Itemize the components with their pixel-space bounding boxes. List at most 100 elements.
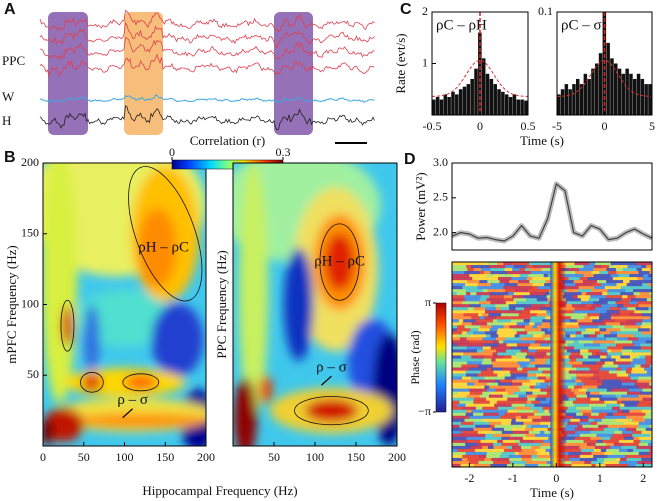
phase-texture bbox=[452, 439, 469, 444]
phase-texture bbox=[503, 325, 510, 329]
phase-texture bbox=[648, 451, 653, 456]
phase-texture bbox=[494, 286, 504, 290]
phase-texture bbox=[588, 298, 600, 302]
phase-texture bbox=[510, 277, 527, 281]
phase-texture bbox=[452, 397, 461, 401]
phase-texture bbox=[633, 289, 648, 293]
phase-texture bbox=[566, 349, 581, 353]
phase-texture bbox=[529, 268, 542, 272]
phase-texture bbox=[575, 283, 592, 287]
phase-texture bbox=[595, 322, 606, 326]
phase-texture bbox=[641, 409, 650, 414]
phase-texture bbox=[467, 280, 480, 284]
phase-texture bbox=[470, 328, 479, 332]
phase-texture bbox=[593, 454, 608, 459]
phase-texture bbox=[541, 415, 558, 420]
phase-texture bbox=[492, 352, 498, 356]
phase-texture bbox=[545, 397, 554, 401]
phase-texture bbox=[624, 271, 639, 275]
phase-texture bbox=[496, 337, 506, 341]
phase-texture bbox=[537, 325, 556, 329]
phase-texture bbox=[525, 391, 533, 395]
phase-texture bbox=[476, 391, 483, 395]
phase-texture bbox=[493, 370, 511, 374]
phase-texture bbox=[645, 418, 653, 423]
phase-texture bbox=[541, 328, 548, 332]
phase-texture bbox=[649, 364, 653, 368]
phase-texture bbox=[632, 349, 651, 353]
phase-texture bbox=[510, 424, 523, 429]
phase-texture bbox=[529, 379, 545, 383]
phase-texture bbox=[599, 328, 607, 332]
phase-texture bbox=[452, 328, 457, 332]
phase-texture bbox=[545, 448, 551, 453]
phase-texture bbox=[501, 430, 513, 435]
phase-texture bbox=[478, 403, 495, 408]
phase-texture bbox=[637, 385, 645, 389]
phase-texture bbox=[493, 418, 512, 423]
phase-texture bbox=[540, 388, 550, 392]
phase-texture bbox=[452, 454, 463, 459]
plot-frame bbox=[431, 11, 529, 116]
phase-texture bbox=[638, 400, 653, 404]
phase-texture bbox=[574, 436, 591, 441]
bar bbox=[640, 78, 645, 115]
phase-texture bbox=[591, 352, 597, 356]
phase-texture bbox=[487, 280, 500, 284]
phase-texture bbox=[480, 304, 496, 308]
bar bbox=[512, 94, 517, 115]
phase-texture bbox=[603, 427, 620, 432]
x-tick-label: 0 bbox=[477, 119, 483, 133]
phase-texture bbox=[483, 349, 497, 353]
phase-texture bbox=[526, 265, 534, 269]
bar bbox=[614, 63, 618, 115]
phase-texture bbox=[616, 373, 629, 377]
y-tick-label: 1 bbox=[422, 55, 428, 69]
bar bbox=[451, 91, 455, 115]
phase-texture bbox=[535, 364, 552, 368]
phase-texture bbox=[462, 406, 477, 411]
error-band bbox=[451, 181, 654, 244]
phase-texture bbox=[452, 442, 466, 447]
phase-texture bbox=[463, 295, 476, 299]
phase-texture bbox=[498, 283, 505, 287]
phase-texture bbox=[508, 454, 522, 459]
phase-texture bbox=[508, 310, 523, 314]
phase-texture bbox=[513, 358, 521, 362]
phase-texture bbox=[539, 421, 558, 426]
phase-texture bbox=[471, 322, 488, 326]
phase-texture bbox=[638, 421, 653, 426]
phase-texture bbox=[566, 382, 578, 386]
phase-texture bbox=[498, 340, 504, 344]
phase-texture bbox=[467, 439, 481, 444]
phase-texture bbox=[598, 325, 613, 329]
phase-texture bbox=[621, 394, 639, 398]
phase-texture bbox=[489, 295, 505, 299]
y-tick-label: 3.0 bbox=[433, 155, 448, 169]
phase-texture bbox=[623, 433, 633, 438]
phase-texture bbox=[452, 298, 466, 302]
phase-texture bbox=[638, 424, 651, 429]
phase-texture bbox=[496, 307, 501, 311]
phase-texture bbox=[541, 346, 559, 350]
phase-texture bbox=[600, 358, 616, 362]
phase-texture bbox=[642, 277, 653, 281]
phase-texture bbox=[470, 445, 483, 450]
phase-texture bbox=[469, 460, 479, 465]
phase-texture bbox=[650, 433, 653, 438]
phase-texture bbox=[602, 319, 615, 323]
phase-texture bbox=[599, 376, 617, 380]
phase-texture bbox=[632, 433, 645, 438]
phase-texture bbox=[478, 460, 494, 465]
phase-texture bbox=[580, 415, 589, 420]
phase-texture bbox=[649, 328, 653, 332]
bar bbox=[587, 78, 591, 115]
phase-texture bbox=[593, 274, 611, 278]
phase-texture bbox=[515, 289, 529, 293]
phase-texture bbox=[617, 304, 624, 308]
phase-texture bbox=[532, 283, 545, 287]
phase-texture bbox=[622, 430, 633, 435]
phase-texture bbox=[511, 346, 520, 350]
y-axis-label: Power (mV²) bbox=[413, 172, 428, 241]
phase-texture bbox=[537, 454, 552, 459]
